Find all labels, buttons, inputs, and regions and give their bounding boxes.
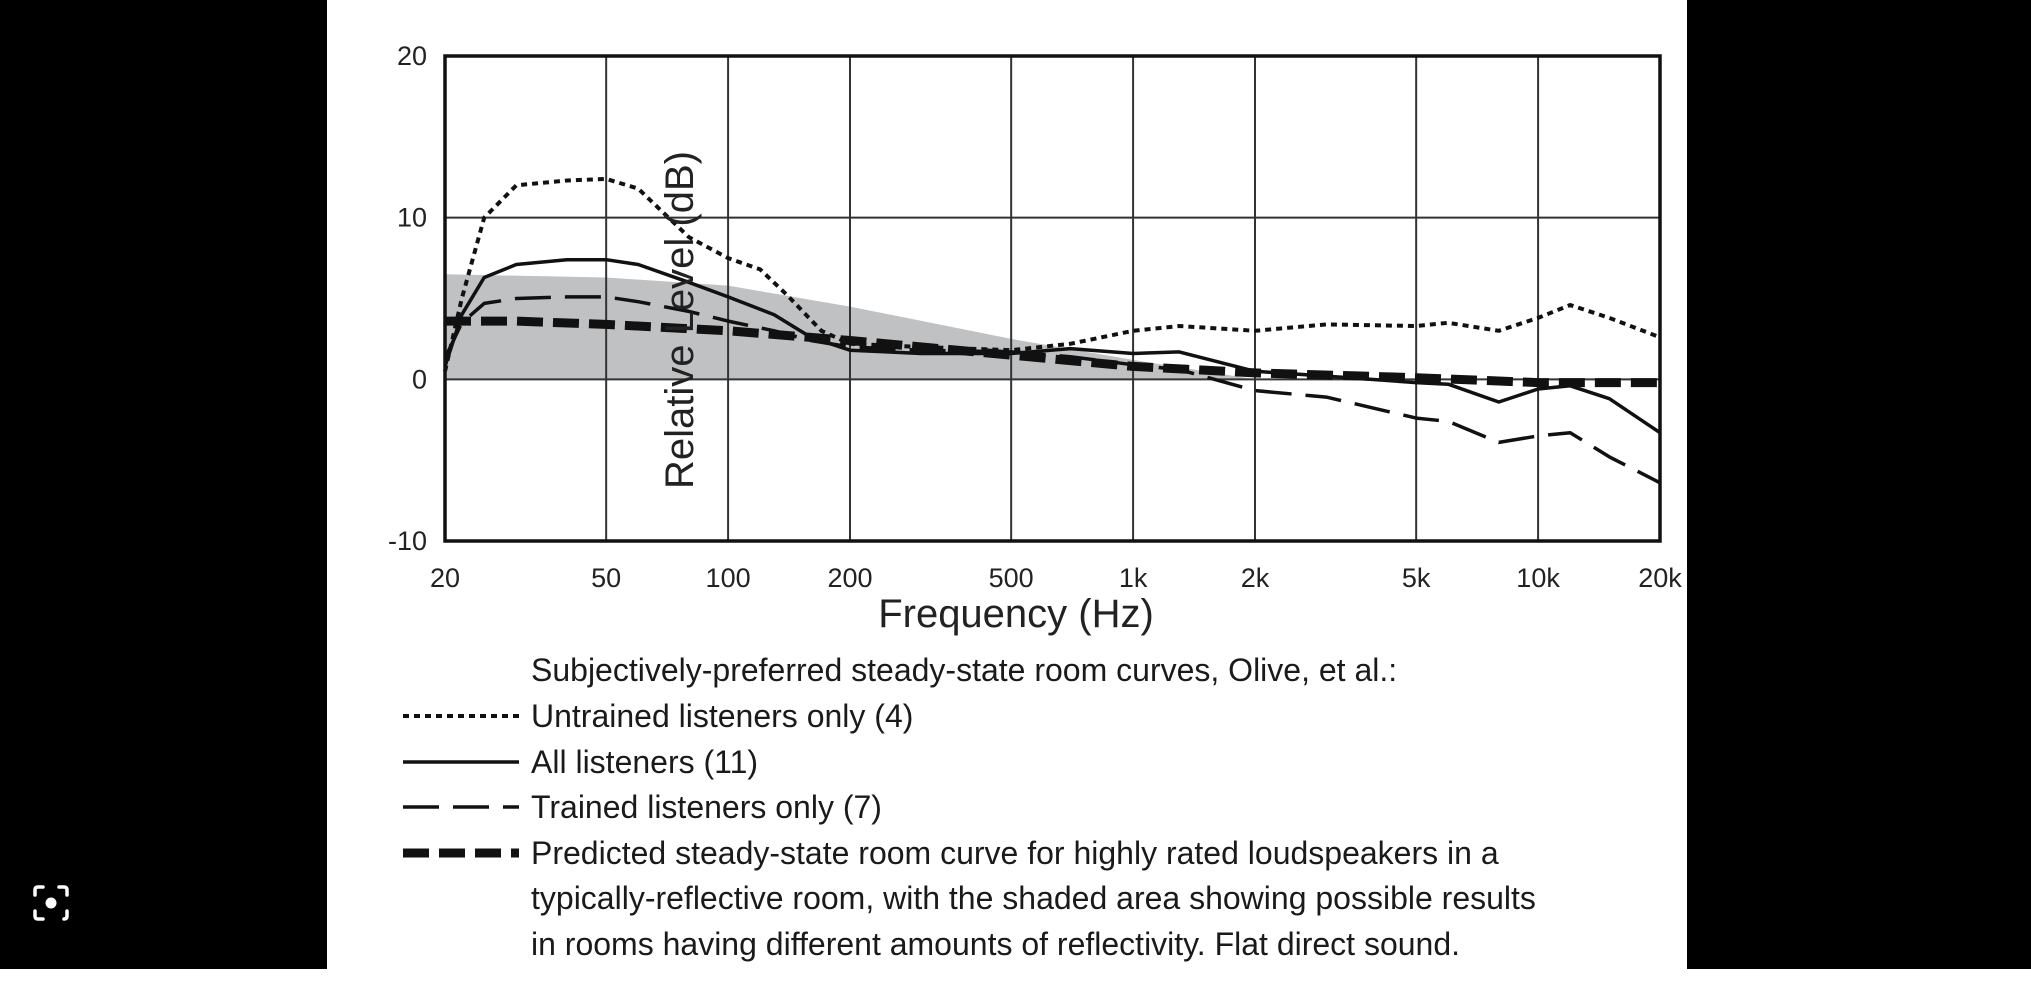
legend-label-untrained: Untrained listeners only (4) [531, 698, 914, 734]
visual-search-icon [33, 885, 69, 921]
x-tick-label-5k: 5k [1402, 563, 1431, 593]
x-tick-label-100: 100 [706, 563, 751, 593]
x-tick-label-20k: 20k [1638, 563, 1682, 593]
x-tick-label-20: 20 [430, 563, 460, 593]
legend-header: Subjectively-preferred steady-state room… [531, 652, 1398, 688]
legend-label-trained: Trained listeners only (7) [531, 789, 882, 825]
chart-figure: 20 50 100 200 500 1k 2k 5k 10k 20k 20 10 0 -10 Freque… [327, 0, 1687, 969]
y-axis-label: Relative Level (dB) [658, 151, 702, 489]
x-tick-label-50: 50 [591, 563, 621, 593]
legend-continuation-2: in rooms having different amounts of ref… [531, 926, 1461, 962]
x-tick-label-1k: 1k [1119, 563, 1148, 593]
plot-frame [443, 54, 1662, 543]
x-tick-label-200: 200 [827, 563, 872, 593]
legend-label-all: All listeners (11) [531, 744, 759, 780]
x-tick-label-2k: 2k [1241, 563, 1270, 593]
y-tick-label-0: 0 [412, 364, 427, 394]
x-tick-label-500: 500 [989, 563, 1034, 593]
legend-continuation-1: typically-reflective room, with the shad… [531, 880, 1536, 916]
y-tick-label-10: 10 [397, 203, 427, 233]
x-tick-label-10k: 10k [1516, 563, 1560, 593]
y-tick-label-20: 20 [397, 41, 427, 71]
visual-search-button[interactable] [28, 880, 74, 926]
series-line-heavy-dash [445, 316, 1660, 388]
y-tick-label--10: -10 [388, 526, 427, 556]
legend-label-predicted: Predicted steady-state room curve for hi… [531, 835, 1499, 871]
x-axis-label: Frequency (Hz) [878, 592, 1154, 636]
viewer-bottom-strip [0, 969, 2031, 999]
